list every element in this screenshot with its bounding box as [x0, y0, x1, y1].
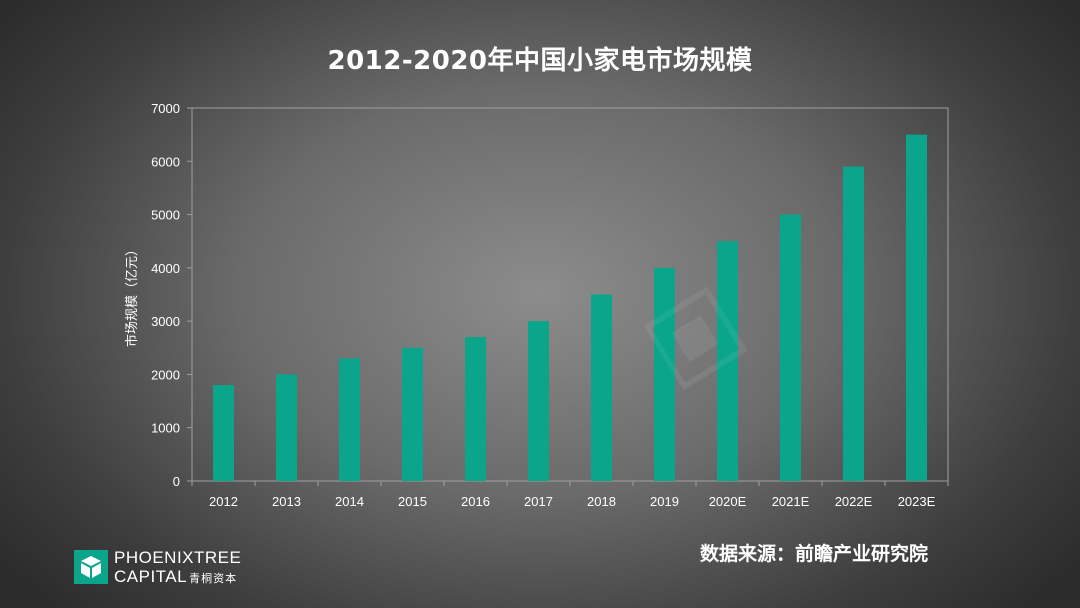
bar: [654, 267, 675, 481]
x-tick-label: 2020E: [709, 494, 747, 509]
y-tick-label: 1000: [151, 421, 180, 436]
bar: [339, 358, 360, 481]
logo-line-2: CAPITAL 青桐资本: [114, 567, 237, 587]
data-source: 数据来源：前瞻产业研究院: [700, 543, 929, 565]
y-tick-label: 2000: [151, 367, 180, 382]
x-tick-label: 2018: [587, 494, 616, 509]
y-tick-label: 0: [173, 474, 180, 489]
watermark: [640, 129, 1012, 426]
x-tick-label: 2019: [650, 494, 679, 509]
y-tick-label: 4000: [151, 261, 180, 276]
x-tick-label: 2014: [335, 494, 364, 509]
bar: [906, 134, 927, 481]
x-tick-label: 2015: [398, 494, 427, 509]
bar: [780, 214, 801, 482]
y-tick-label: 3000: [151, 314, 180, 329]
bar: [528, 321, 549, 481]
logo-line-2-text: CAPITAL: [114, 567, 188, 586]
y-tick-label: 6000: [151, 154, 180, 169]
bar: [402, 347, 423, 481]
y-axis-ticks: 0 1000 2000 3000 4000 5000 6000 7000: [151, 101, 192, 489]
x-axis-ticks: 2012 2013 2014 2015 2016 2017 2018 2019 2020E 202…: [191, 481, 949, 509]
y-tick-label: 5000: [151, 208, 180, 223]
bar: [717, 241, 738, 481]
x-tick-label: 2021E: [772, 494, 810, 509]
bar: [213, 385, 234, 481]
x-tick-label: 2017: [524, 494, 553, 509]
chart-title: 2012-2020年中国小家电市场规模: [327, 46, 753, 76]
x-tick-label: 2013: [272, 494, 301, 509]
bar: [465, 337, 486, 481]
x-tick-label: 2023E: [898, 494, 936, 509]
bars: [213, 134, 927, 482]
y-tick-label: 7000: [151, 101, 180, 116]
x-tick-label: 2012: [209, 494, 238, 509]
x-tick-label: 2022E: [835, 494, 873, 509]
logo-line-1: PHOENIXTREE: [114, 548, 242, 567]
logo-chinese-name: 青桐资本: [189, 572, 238, 585]
logo-mark-icon: [74, 550, 108, 584]
bar: [591, 294, 612, 481]
bar: [843, 166, 864, 481]
x-tick-label: 2016: [461, 494, 490, 509]
y-axis-label: 市场规模（亿元）: [124, 243, 140, 347]
bar: [276, 374, 297, 481]
